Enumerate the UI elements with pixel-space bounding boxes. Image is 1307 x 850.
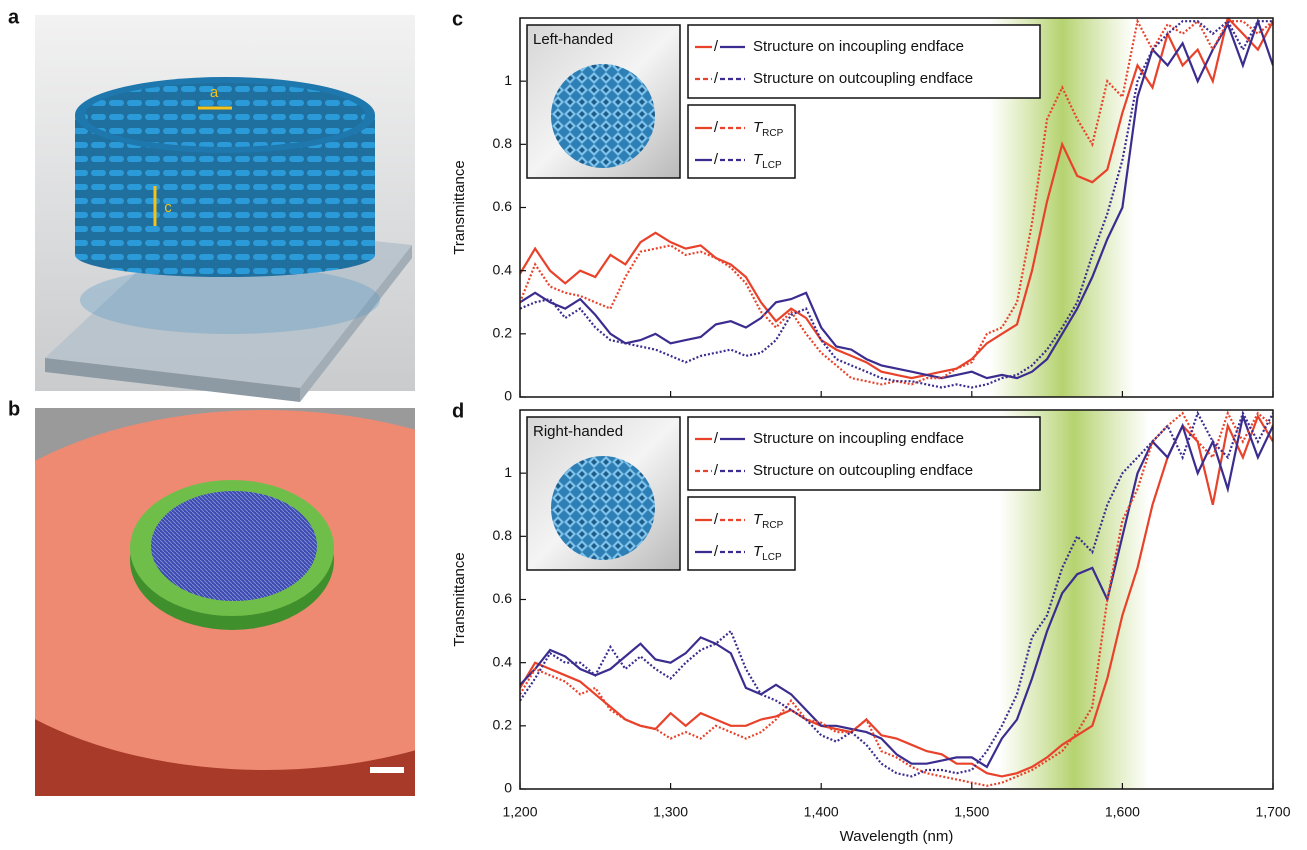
x-axis-title: Wavelength (nm) [840, 828, 954, 845]
chiral-lattice [151, 491, 317, 601]
panel-letter: a [8, 6, 20, 28]
y-tick-label: 0.8 [493, 527, 513, 543]
panel-letter: d [452, 400, 464, 422]
x-tick-label: 1,200 [502, 804, 537, 820]
y-tick-label: 0.8 [493, 135, 513, 151]
y-tick-label: 0.4 [493, 653, 513, 669]
legend-label: Structure on outcoupling endface [753, 462, 973, 479]
figure: a c a b 0 0.2 0.4 0.6 0.8 1 Transmittance c Left… [0, 0, 1307, 850]
legend-subscript: RCP [762, 128, 783, 139]
y-tick-label: 0 [504, 780, 512, 796]
legend-subscript: RCP [762, 520, 783, 531]
y-axis-title: Transmittance [451, 160, 468, 254]
y-tick-label: 0.6 [493, 590, 513, 606]
y-tick-label: 0.2 [493, 325, 513, 341]
lattice-top-rods [85, 83, 365, 147]
panel-letter: b [8, 398, 20, 420]
inset-lattice [551, 64, 655, 168]
inset-lattice [551, 456, 655, 560]
legend-frame [688, 417, 1040, 490]
y-axis-title: Transmittance [451, 552, 468, 646]
legend-label: Structure on incoupling endface [753, 38, 964, 55]
y-tick-label: 0.2 [493, 717, 513, 733]
x-tick-label: 1,500 [954, 804, 989, 820]
y-tick-label: 0.6 [493, 198, 513, 214]
inset-label: Right-handed [533, 423, 623, 440]
lattice-constant-label: a [210, 84, 219, 101]
legend-label: Structure on outcoupling endface [753, 70, 973, 87]
panel-letter: c [452, 8, 463, 30]
legend-label: Structure on incoupling endface [753, 430, 964, 447]
y-tick-label: 0.4 [493, 261, 513, 277]
x-tick-label: 1,300 [653, 804, 688, 820]
scale-bar [370, 767, 404, 773]
x-tick-label: 1,400 [804, 804, 839, 820]
lattice-height-label: c [164, 199, 172, 216]
y-tick-label: 1 [504, 464, 512, 480]
x-tick-label: 1,600 [1105, 804, 1140, 820]
legend-subscript: LCP [762, 552, 782, 563]
x-tick-label: 1,700 [1255, 804, 1290, 820]
lattice-bottom [75, 233, 375, 277]
charts: 00.20.40.60.81TransmittancecLeft-handed/… [451, 8, 1291, 845]
legend-subscript: LCP [762, 160, 782, 171]
inset-label: Left-handed [533, 31, 613, 48]
y-tick-label: 0 [504, 388, 512, 404]
legend-frame [688, 25, 1040, 98]
y-tick-label: 1 [504, 72, 512, 88]
panel-a: a c a [8, 6, 415, 402]
